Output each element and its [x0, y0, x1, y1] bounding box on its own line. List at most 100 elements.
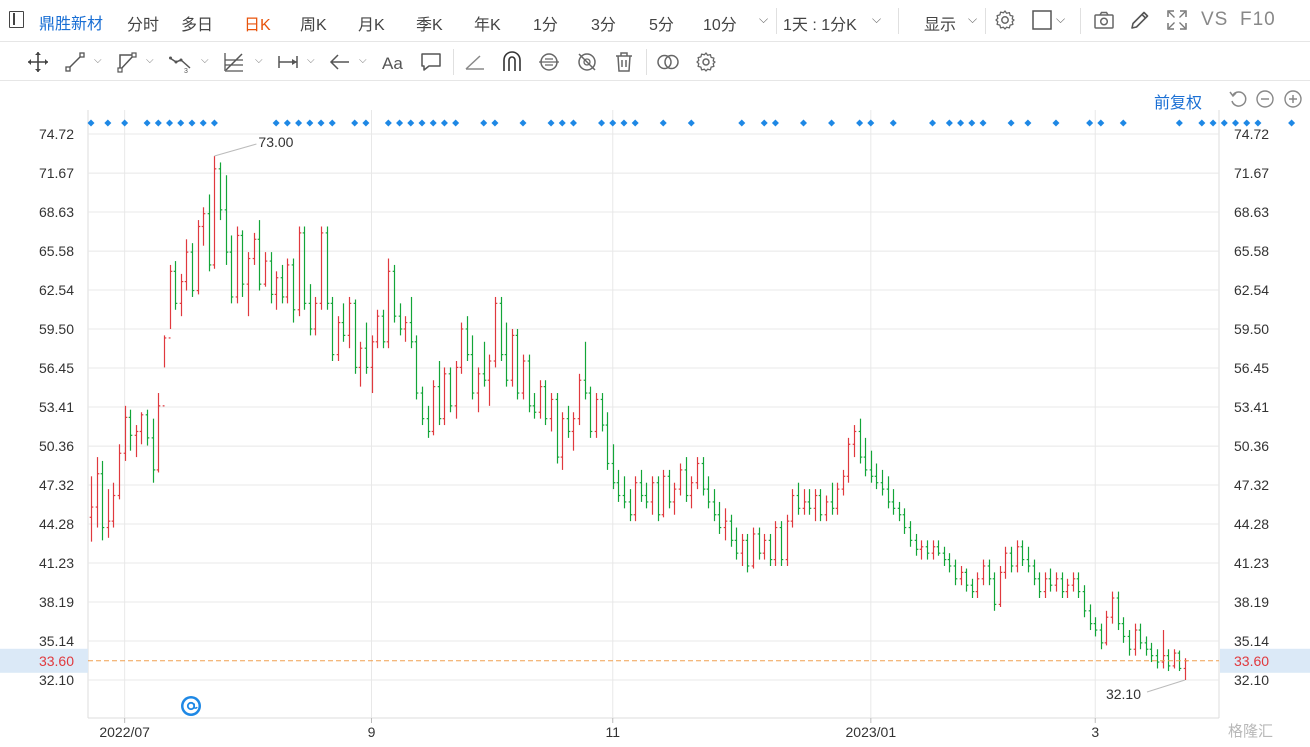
tab-weekly-k[interactable]: 周K [300, 17, 327, 34]
event-marker-diamond [199, 119, 207, 127]
ohlc-bar [1032, 559, 1037, 586]
ohlc-bar [818, 489, 823, 522]
forward-adjust-toggle[interactable]: 前复权 [1154, 95, 1203, 112]
wave-tools-chevron-icon[interactable]: ⌵ [201, 55, 209, 66]
combo-chevron-icon[interactable]: ⌵ [872, 12, 882, 26]
reset-zoom-icon[interactable] [1228, 89, 1248, 109]
ohlc-bar [218, 162, 223, 221]
x-tick-label: 3 [1091, 724, 1099, 740]
layout-square-icon[interactable] [1030, 8, 1054, 32]
tab-1min[interactable]: 1分 [533, 17, 558, 34]
tab-yearly-k[interactable]: 年K [474, 17, 501, 34]
ohlc-bar [543, 380, 548, 426]
event-marker-diamond [188, 119, 196, 127]
ohlc-bar [319, 226, 324, 310]
arrow-left-icon[interactable] [328, 50, 352, 74]
tab-daily-k[interactable]: 日K [244, 17, 271, 34]
zoom-in-icon[interactable] [1283, 89, 1303, 109]
measure-range-icon[interactable] [276, 50, 300, 74]
ohlc-bar [515, 328, 520, 400]
ohlc-bar [313, 296, 318, 336]
ohlc-bar [156, 393, 161, 473]
settings-gear-icon[interactable] [993, 8, 1017, 32]
line-segment-icon[interactable] [63, 50, 87, 74]
drawing-settings-gear-icon[interactable] [694, 50, 718, 74]
ohlc-bar [521, 354, 526, 400]
zoom-out-icon[interactable] [1255, 89, 1275, 109]
sidebar-toggle-icon[interactable] [9, 11, 24, 28]
arrow-tools-chevron-icon[interactable]: ⌵ [359, 55, 367, 66]
ohlc-bar [1088, 604, 1093, 631]
event-marker-diamond [1231, 119, 1239, 127]
y-tick-label-right: 59.50 [1234, 321, 1269, 337]
more-periods-chevron-icon[interactable]: ⌵ [759, 12, 769, 26]
ohlc-bar [403, 316, 408, 342]
layout-chevron-icon[interactable]: ⌵ [1056, 12, 1066, 26]
angle-tool-icon[interactable] [463, 50, 487, 74]
pencil-icon[interactable] [1128, 8, 1152, 32]
text-tool-icon[interactable]: Aa [381, 50, 405, 74]
ohlc-bar [190, 243, 195, 297]
stock-name[interactable]: 鼎胜新材 [39, 16, 104, 33]
ohlc-bar [616, 469, 621, 502]
ohlc-bar [600, 393, 605, 432]
display-menu[interactable]: 显示 [924, 17, 957, 34]
move-icon[interactable] [26, 50, 50, 74]
ohlc-bar [257, 220, 262, 291]
line-tools-chevron-icon[interactable]: ⌵ [94, 55, 102, 66]
tab-intraday[interactable]: 分时 [127, 17, 160, 34]
hide-drawings-icon[interactable] [575, 50, 599, 74]
measure-chevron-icon[interactable]: ⌵ [307, 55, 315, 66]
compare-button[interactable]: VS [1201, 9, 1229, 30]
channel-line-icon[interactable] [115, 50, 139, 74]
ohlc-bar [1149, 642, 1154, 663]
ohlc-bar [1183, 658, 1188, 680]
event-marker-diamond [1220, 119, 1228, 127]
ohlc-bar [106, 489, 111, 538]
last-price-badge-left [0, 648, 88, 673]
trash-icon[interactable] [612, 50, 636, 74]
overlay-toggle-icon[interactable] [656, 50, 680, 74]
ohlc-bar [964, 568, 969, 592]
display-chevron-icon[interactable]: ⌵ [968, 12, 978, 26]
magnet-icon[interactable] [500, 50, 524, 74]
ohlc-bar [454, 361, 459, 419]
tab-3min[interactable]: 3分 [591, 17, 616, 34]
tab-10min[interactable]: 10分 [703, 17, 737, 34]
channel-tools-chevron-icon[interactable]: ⌵ [146, 55, 154, 66]
fibonacci-chevron-icon[interactable]: ⌵ [255, 55, 263, 66]
tab-5min[interactable]: 5分 [649, 17, 674, 34]
fibonacci-icon[interactable] [222, 50, 246, 74]
ohlc-bar [886, 476, 891, 509]
ohlc-bar [532, 393, 537, 419]
ohlc-bar [1020, 540, 1025, 566]
event-at-icon[interactable] [180, 695, 202, 717]
ohlc-bar [583, 341, 588, 400]
ohlc-bar [588, 386, 593, 438]
y-tick-label-left: 68.63 [39, 204, 74, 220]
x-tick-label: 11 [605, 724, 620, 740]
drawing-toolbar: ⌵ ⌵ 3 ⌵ ⌵ ⌵ ⌵ Aa [0, 42, 1310, 81]
tab-quarterly-k[interactable]: 季K [416, 17, 443, 34]
camera-icon[interactable] [1092, 8, 1116, 32]
ohlc-bar [1037, 572, 1042, 599]
ohlc-bar [773, 521, 778, 566]
ohlc-bar [695, 457, 700, 490]
ohlc-bar [280, 264, 285, 304]
ohlc-bar [269, 252, 274, 304]
combo-period-select[interactable]: 1天 : 1分K [783, 17, 857, 34]
ohlc-bar [740, 533, 745, 566]
comment-icon[interactable] [419, 50, 443, 74]
fullscreen-icon[interactable] [1165, 8, 1189, 32]
ohlc-bar [465, 316, 470, 362]
ohlc-bar [308, 284, 313, 336]
f10-button[interactable]: F10 [1240, 9, 1276, 30]
wave-line-icon[interactable]: 3 [168, 50, 192, 74]
tab-monthly-k[interactable]: 月K [358, 17, 385, 34]
tab-multi-day[interactable]: 多日 [181, 17, 214, 34]
lock-drawings-icon[interactable] [537, 50, 561, 74]
ohlc-bar [95, 457, 100, 528]
ohlc-bar [1144, 636, 1149, 656]
y-tick-label-left: 74.72 [39, 126, 74, 142]
